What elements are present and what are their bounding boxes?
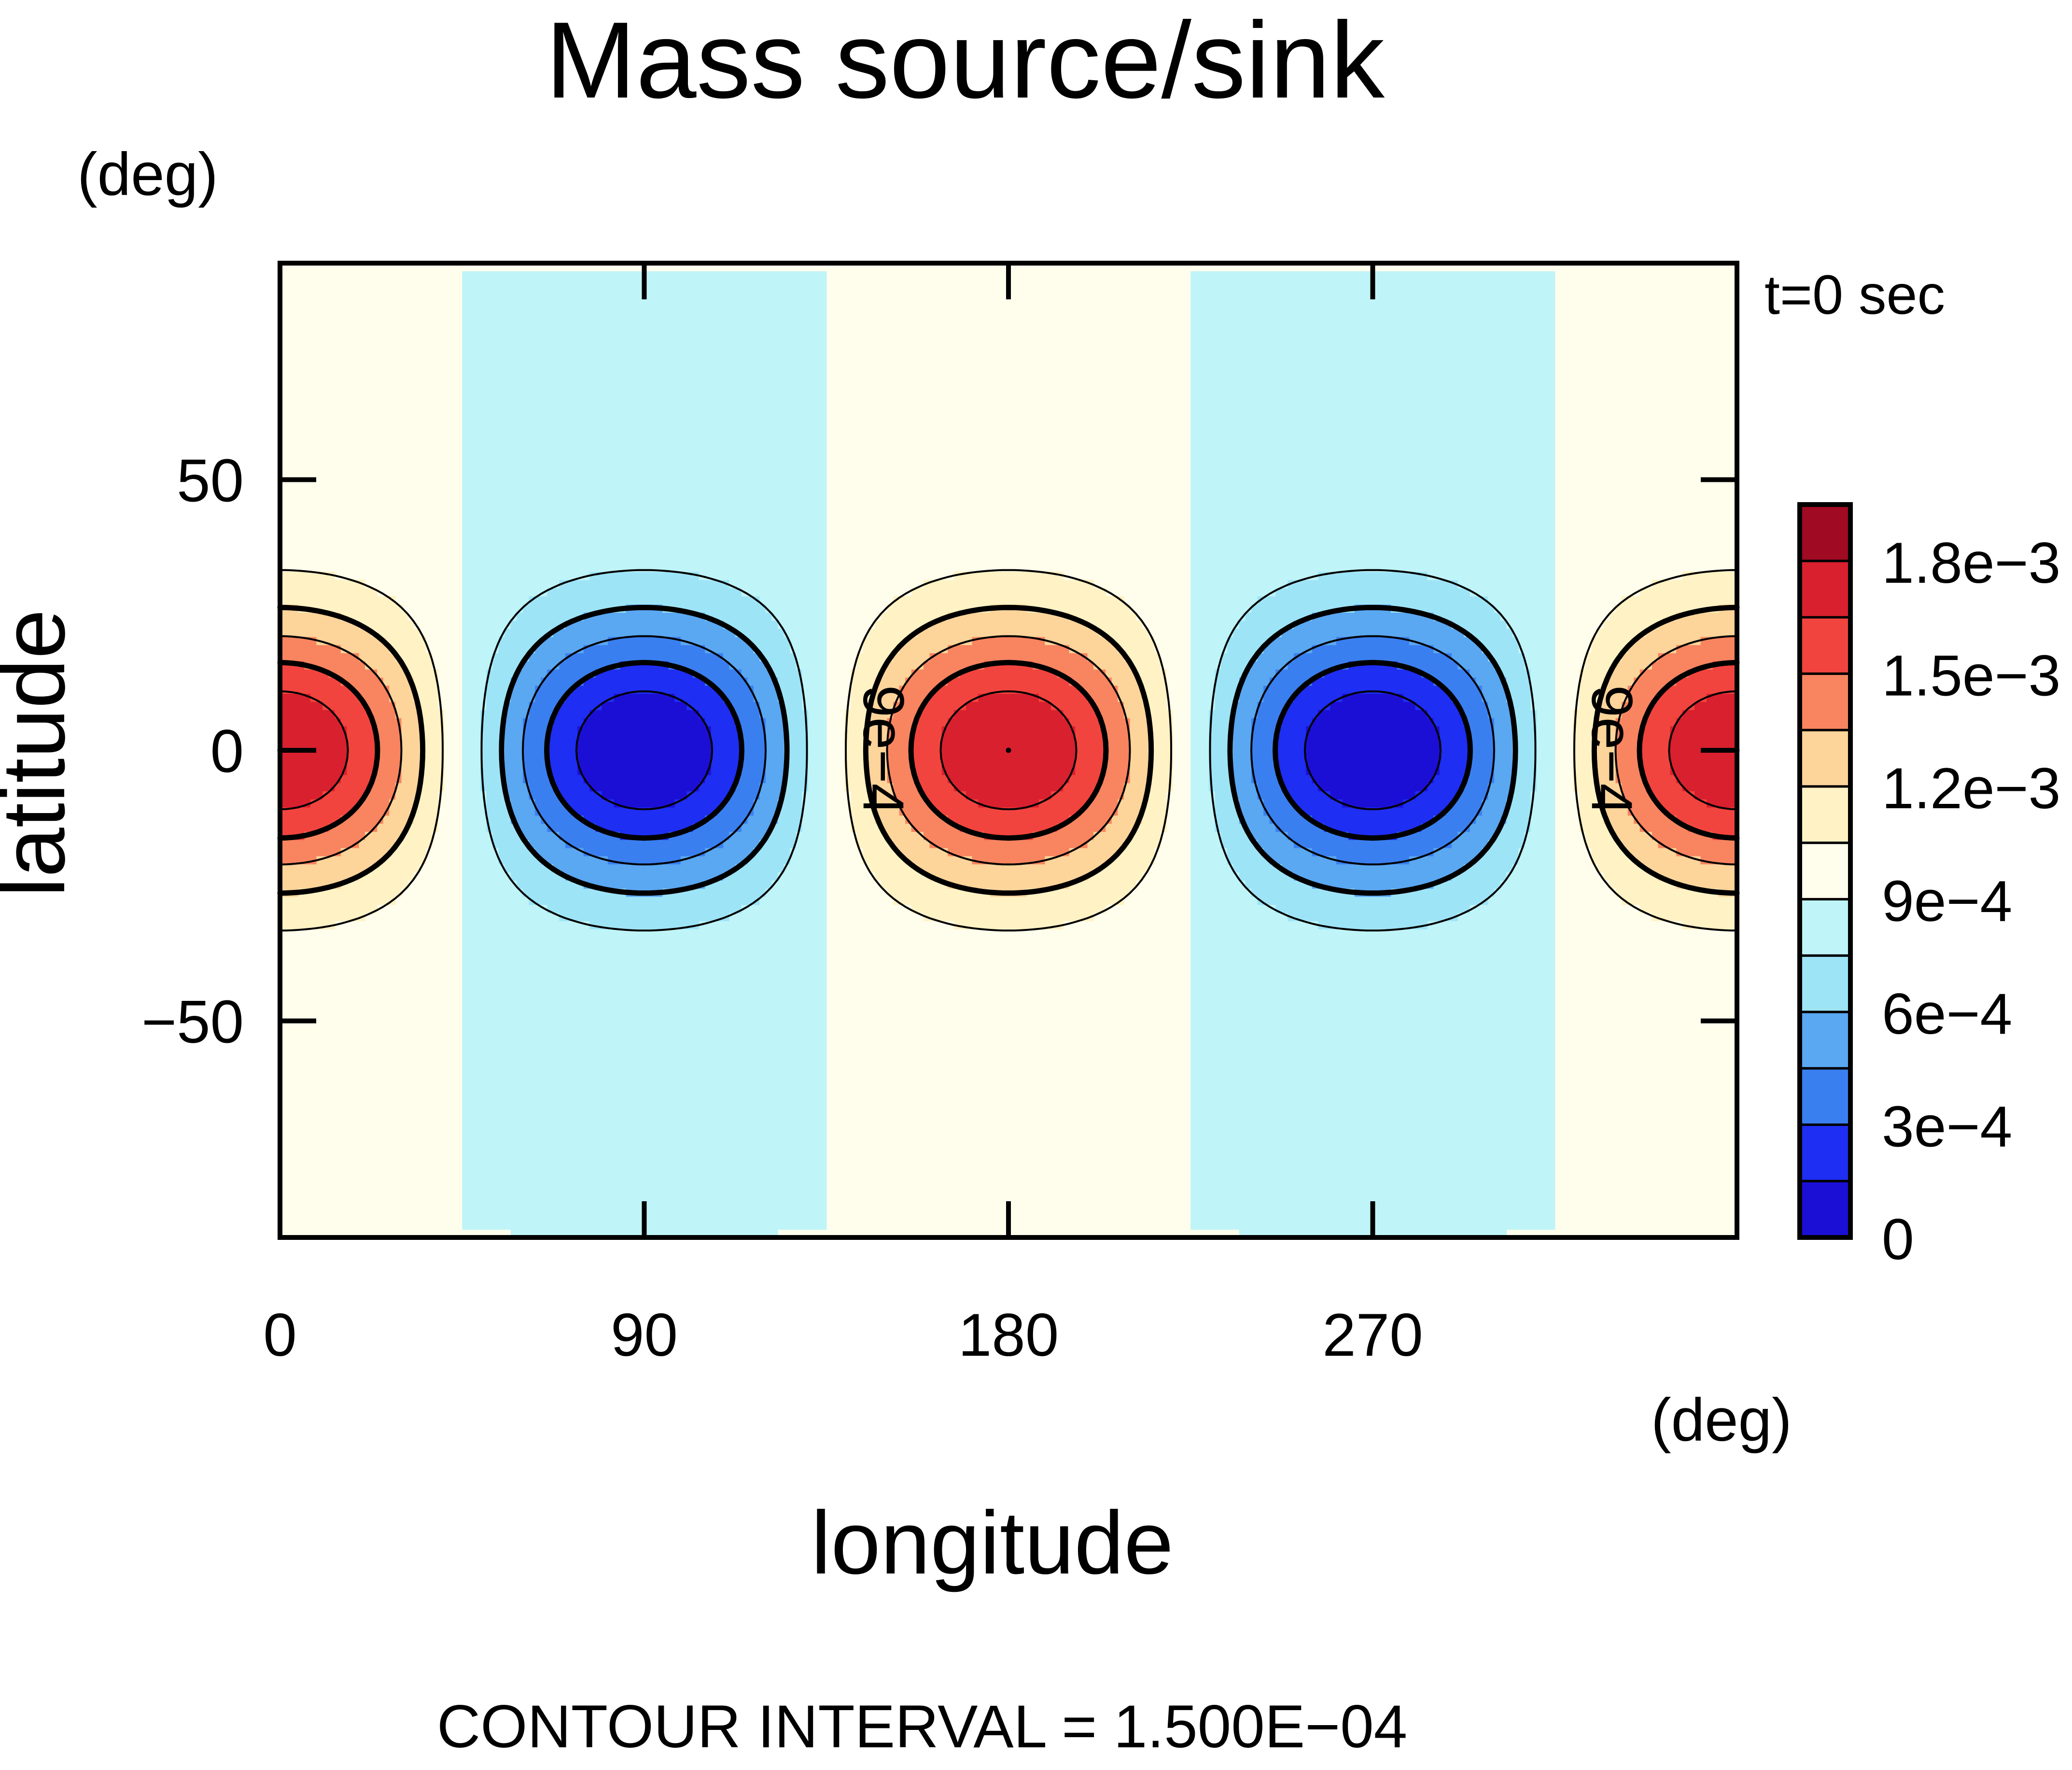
x-tick-label: 90 [611,1302,678,1369]
colorbar-swatch [1798,616,1852,675]
colorbar-swatch [1798,560,1852,619]
colorbar-swatch [1798,672,1852,731]
contour-line [279,569,1738,932]
contour-line [279,690,1738,811]
colorbar-swatch [1798,1180,1852,1239]
time-label: t=0 sec [1764,264,1945,326]
colorbar-swatch [1798,785,1852,844]
colorbar-swatch [1798,1011,1852,1070]
colorbar-swatch [1798,898,1852,957]
x-unit-label: (deg) [1651,1387,1792,1454]
colorbar-tick-label: 3e−4 [1882,1094,2012,1159]
contour-lines [277,569,1740,932]
contour-line [279,635,1738,866]
colorbar-swatch [1798,954,1852,1013]
contour-line [480,569,1537,932]
contour-line [522,635,1495,866]
chart-title: Mass source/sink [546,0,1385,121]
contour-line [575,690,1442,811]
contour-line [544,660,1473,841]
x-tick-label: 180 [958,1302,1059,1369]
colorbar-tick-label: 6e−4 [1882,982,2012,1046]
contour-line [499,604,1518,896]
colorbar-swatch [1798,729,1852,788]
colorbar-tick-label: 1.2e−3 [1882,756,2060,821]
contour-line [277,604,1740,896]
colorbar-tick-label: 1.5e−3 [1882,643,2060,708]
colorbar-swatch [1798,1067,1852,1126]
footer-contour-interval: CONTOUR INTERVAL = 1.500E−04 [437,1693,1408,1760]
contour-line [277,660,1740,841]
colorbar-swatch [1798,842,1852,900]
colorbar-swatch [1798,503,1852,562]
y-tick-label: −50 [141,989,244,1056]
x-tick-label: 0 [263,1302,297,1369]
x-axis-label: longitude [811,1493,1174,1593]
filled-contours [280,271,1737,1238]
contour-inline-label: 9e−4 [851,685,916,815]
colorbar-tick-label: 1.8e−3 [1882,531,2060,595]
y-tick-label: 0 [210,718,244,785]
colorbar-frame [1797,502,1853,1240]
y-tick-label: 50 [177,447,244,514]
colorbar-tick-label: 9e−4 [1882,869,2012,933]
colorbar-swatch [1798,1123,1852,1182]
contour-inline-label: 9e−4 [1580,685,1644,815]
colorbar: 0 3e−4 6e−4 9e−4 1.2e−3 1.5e−3 1.8e−3 [1797,502,2060,1272]
y-unit-label: (deg) [77,141,218,208]
colorbar-tick-label: 0 [1882,1207,1914,1272]
x-tick-label: 270 [1322,1302,1423,1369]
